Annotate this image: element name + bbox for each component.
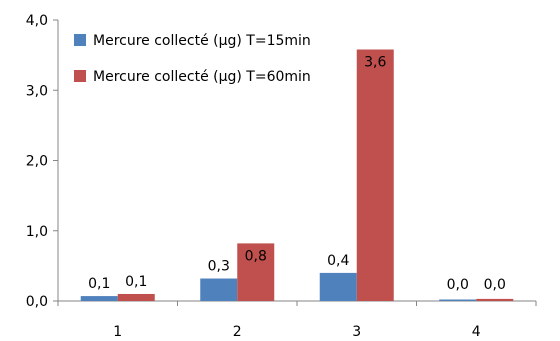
legend-label: Mercure collecté (µg) T=60min <box>93 69 311 85</box>
x-tick-label: 4 <box>472 324 481 337</box>
bar-series-2 <box>476 298 514 301</box>
y-tick-label: 0,0 <box>26 294 48 310</box>
y-tick-label: 2,0 <box>26 154 48 170</box>
x-tick-label: 2 <box>233 324 242 337</box>
legend-swatch <box>74 70 86 82</box>
bar-series-1 <box>80 296 118 301</box>
data-label: 0,3 <box>208 259 230 275</box>
legend-swatch <box>74 34 86 46</box>
data-label: 0,1 <box>125 274 147 290</box>
bar-series-1 <box>200 278 238 301</box>
bar-series-1 <box>319 272 357 301</box>
y-tick-label: 3,0 <box>26 83 48 99</box>
bar-series-2 <box>237 243 275 301</box>
y-tick-label: 1,0 <box>26 224 48 240</box>
bars <box>80 49 514 301</box>
bar-series-2 <box>356 49 394 301</box>
data-labels: 0,1 0,1 0,3 0,8 0,4 3,6 0,0 0,0 <box>88 55 506 293</box>
data-label: 0,4 <box>327 253 349 269</box>
x-tick-label: 1 <box>113 324 122 337</box>
bar-series-2 <box>117 293 155 301</box>
legend-label: Mercure collecté (µg) T=15min <box>93 33 311 49</box>
data-label: 0,8 <box>245 248 267 264</box>
data-label: 0,0 <box>447 277 469 293</box>
data-label: 3,6 <box>364 55 386 71</box>
bar-series-1 <box>439 299 477 301</box>
legend: Mercure collecté (µg) T=15min Mercure col… <box>74 33 311 85</box>
x-tick-label: 3 <box>352 324 361 337</box>
y-axis: 0,0 1,0 2,0 3,0 4,0 <box>26 13 59 310</box>
y-tick-label: 4,0 <box>26 13 48 29</box>
data-label: 0,1 <box>88 276 110 292</box>
data-label: 0,0 <box>484 277 506 293</box>
x-axis: 1 2 3 4 <box>57 300 537 340</box>
